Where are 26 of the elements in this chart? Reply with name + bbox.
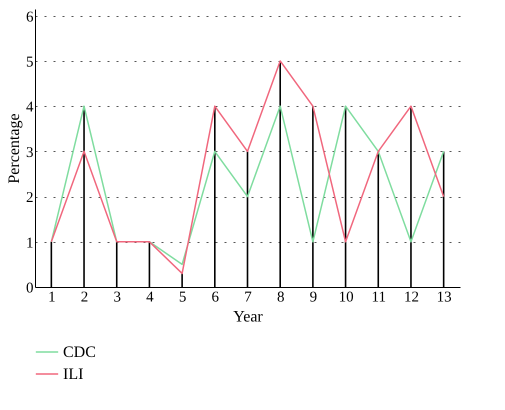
x-tick-label: 3	[113, 290, 121, 306]
x-tick-label: 9	[310, 290, 318, 306]
y-tick-label: 3	[26, 144, 34, 161]
x-tick-label: 11	[372, 290, 386, 306]
x-tick-label: 8	[276, 290, 284, 306]
y-axis-title: Percentage	[6, 113, 23, 184]
x-tick-label: 10	[338, 290, 354, 306]
x-tick-label: 12	[404, 290, 419, 306]
legend-label: CDC	[63, 344, 96, 361]
line-series	[50, 60, 444, 274]
y-tick-label: 0	[26, 280, 34, 296]
x-tick-label: 6	[212, 290, 220, 306]
line-series	[50, 105, 444, 266]
x-tick-label: 5	[178, 290, 186, 306]
y-tick-label: 4	[26, 100, 34, 116]
legend-label: ILI	[63, 366, 84, 383]
x-tick-label: 13	[436, 290, 452, 306]
x-tick-label: 4	[146, 290, 154, 306]
y-tick-label: 2	[26, 190, 34, 206]
x-axis-title: Year	[233, 308, 264, 326]
y-tick-label: 5	[26, 54, 34, 70]
x-tick-label: 2	[80, 290, 88, 306]
x-tick-label: 1	[48, 290, 56, 306]
x-tick-label: 7	[244, 290, 252, 306]
y-tick-label: 1	[26, 235, 34, 252]
y-tick-label: 6	[26, 9, 34, 26]
